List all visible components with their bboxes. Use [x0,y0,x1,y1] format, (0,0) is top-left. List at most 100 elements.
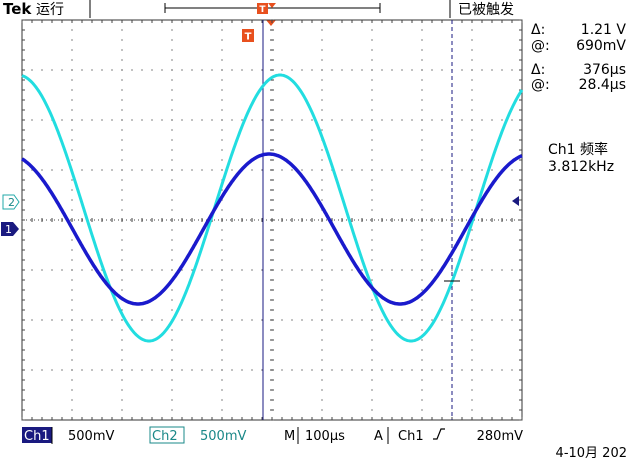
grid-dot [461,169,463,171]
grid-dot [171,379,173,381]
trigger-point-icon [266,20,276,26]
grid-dot [331,369,333,371]
grid-dot [131,319,133,321]
grid-dot [121,349,123,351]
grid-dot [161,269,163,271]
grid-dot [231,119,233,121]
grid-dot [221,359,223,361]
grid-dot [341,69,343,71]
grid-dot [431,119,433,121]
grid-dot [371,269,373,271]
grid-dot [371,199,373,201]
grid-dot [81,269,83,271]
grid-dot [141,69,143,71]
grid-dot [391,169,393,171]
grid-dot [51,269,53,271]
grid-dot [331,69,333,71]
grid-dot [211,319,213,321]
grid-dot [421,189,423,191]
grid-dot [301,319,303,321]
ch1-ground-marker[interactable] [1,222,19,236]
grid-dot [171,49,173,51]
grid-dot [301,169,303,171]
grid-dot [421,249,423,251]
grid-dot [121,249,123,251]
grid-dot [171,119,173,121]
grid-dot [331,119,333,121]
grid-dot [491,269,493,271]
ch2-label-box[interactable] [149,426,185,444]
grid-dot [111,369,113,371]
grid-dot [41,169,43,171]
grid-dot [71,289,73,291]
grid-dot [211,69,213,71]
grid-dot [121,79,123,81]
grid-dot [361,319,363,321]
trigger-mode: A [374,429,383,444]
grid-dot [371,159,373,161]
grid-dot [221,339,223,341]
grid-dot [71,189,73,191]
grid-dot [71,69,73,71]
grid-dot [341,269,343,271]
cursor-voltage-at: 690mV [576,38,626,54]
grid-dot [231,69,233,71]
grid-dot [41,369,43,371]
grid-dot [131,119,133,121]
grid-dot [71,379,73,381]
grid-dot [91,119,93,121]
grid-dot [171,399,173,401]
grid-dot [511,169,513,171]
grid-dot [171,99,173,101]
ch2-ground-marker[interactable] [2,194,20,210]
grid-dot [381,269,383,271]
cursor-voltage-at-symbol: @: [531,38,550,54]
grid-dot [31,369,33,371]
trigger-level-icon[interactable] [512,196,519,206]
grid-dot [391,69,393,71]
ch1-label-box[interactable] [22,427,52,443]
grid-dot [121,319,123,321]
grid-dot [181,369,183,371]
grid-dot [121,49,123,51]
grid-dot [171,199,173,201]
grid-dot [61,69,63,71]
grid-dot [371,49,373,51]
grid-dot [71,329,73,331]
grid-dot [221,29,223,31]
grid-dot [121,339,123,341]
grid-dot [71,299,73,301]
grid-dot [231,319,233,321]
grid-dot [321,369,323,371]
grid-dot [471,69,473,71]
grid-dot [121,409,123,411]
grid-dot [221,129,223,131]
grid-dot [221,309,223,311]
grid-dot [421,49,423,51]
grid-dot [181,69,183,71]
grid-dot [221,69,223,71]
grid-dot [161,119,163,121]
grid-dot [471,139,473,141]
grid-dot [311,119,313,121]
grid-dot [71,389,73,391]
grid-dot [221,299,223,301]
grid-dot [421,139,423,141]
grid-dot [321,249,323,251]
grid-dot [421,149,423,151]
grid-dot [221,259,223,261]
grid-dot [511,69,513,71]
grid-dot [121,359,123,361]
grid-dot [221,89,223,91]
grid-dot [221,329,223,331]
grid-dot [421,79,423,81]
grid-dot [121,279,123,281]
grid-dot [201,319,203,321]
trigger-position-icon [257,3,268,14]
grid-dot [421,349,423,351]
grid-dot [221,389,223,391]
grid-dot [191,119,193,121]
grid-dot [411,319,413,321]
grid-dot [361,119,363,121]
grid-dot [171,179,173,181]
